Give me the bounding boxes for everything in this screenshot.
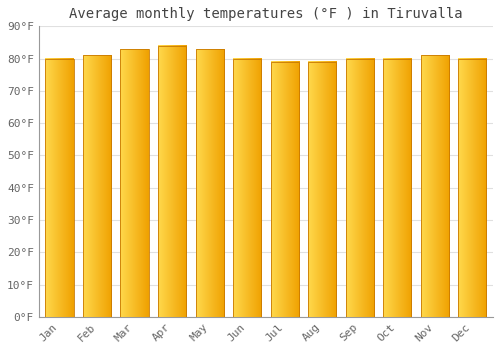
- Bar: [270, 62, 299, 317]
- Bar: [233, 58, 261, 317]
- Bar: [196, 49, 224, 317]
- Bar: [308, 62, 336, 317]
- Bar: [83, 55, 111, 317]
- Bar: [458, 58, 486, 317]
- Bar: [346, 58, 374, 317]
- Bar: [120, 49, 148, 317]
- Bar: [383, 58, 412, 317]
- Bar: [158, 46, 186, 317]
- Bar: [421, 55, 449, 317]
- Title: Average monthly temperatures (°F ) in Tiruvalla: Average monthly temperatures (°F ) in Ti…: [69, 7, 462, 21]
- Bar: [46, 58, 74, 317]
